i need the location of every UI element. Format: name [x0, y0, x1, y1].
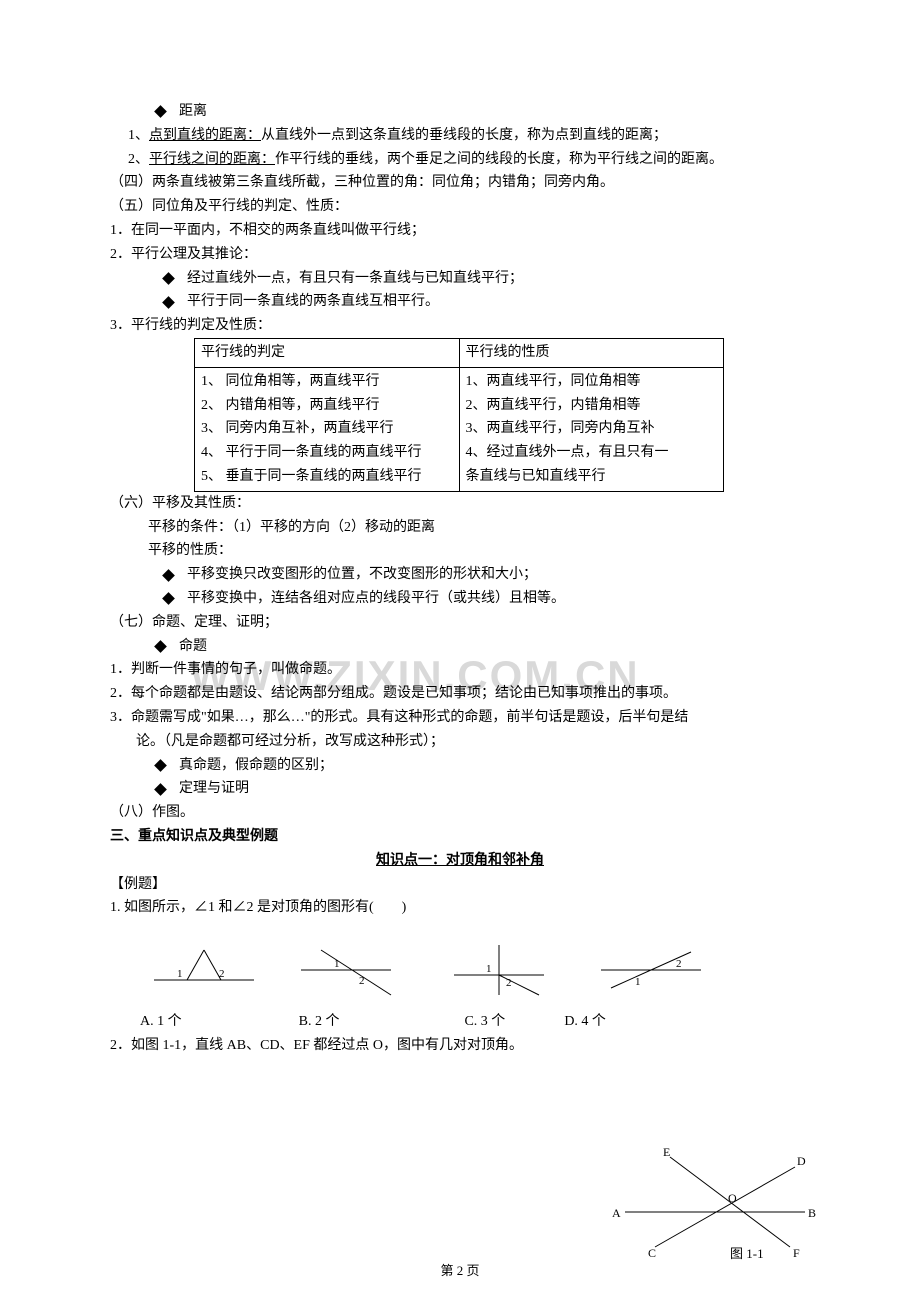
s5-item-2: 2．平行公理及其推论： [110, 243, 810, 267]
point-label: F [793, 1246, 800, 1260]
section-6: （六）平移及其性质： [110, 492, 810, 516]
section-4: （四）两条直线被第三条直线所截，三种位置的角：同位角；内错角；同旁内角。 [110, 171, 810, 195]
angle-label: 2 [219, 968, 225, 980]
table-row: 5、 垂直于同一条直线的两直线平行 [201, 465, 453, 489]
diagram-row: 1 2 1 2 1 2 2 1 [130, 940, 730, 1000]
table-row: 条直线与已知直线平行 [466, 465, 718, 489]
diamond-icon [162, 569, 175, 582]
heading-distance-text: 距离 [179, 100, 207, 124]
s7-3b: 论。（凡是命题都可经过分析，改写成这种形式）； [136, 730, 810, 754]
angle-label: 1 [334, 958, 340, 970]
diagram-fig3: 1 2 [444, 940, 554, 1000]
section-8: （八）作图。 [110, 801, 810, 825]
point-label: D [797, 1154, 806, 1168]
text: 平移变换中，连结各组对应点的线段平行（或共线）且相等。 [187, 587, 565, 611]
example-1: 1. 如图所示，∠1 和∠2 是对顶角的图形有( ) [110, 896, 810, 920]
table-row: 4、经过直线外一点，有且只有一 [466, 441, 718, 465]
section-7: （七）命题、定理、证明； [110, 611, 810, 635]
diamond-icon [162, 272, 175, 285]
angle-label: 2 [359, 975, 365, 987]
diagram-fig4: 2 1 [591, 940, 711, 1000]
s5-item-1: 1．在同一平面内，不相交的两条直线叫做平行线； [110, 219, 810, 243]
angle-label: 2 [506, 977, 512, 989]
s7-3a: 3．命题需写成"如果…，那么…"的形式。具有这种形式的命题，前半句话是题设，后半… [110, 706, 810, 730]
table-row: 3、 同旁内角互补，两直线平行 [201, 417, 453, 441]
table-row: 2、两直线平行，内错角相等 [466, 394, 718, 418]
s7-heading: 命题 [156, 635, 810, 659]
table-row: 4、 平行于同一条直线的两直线平行 [201, 441, 453, 465]
body-text: 从直线外一点到这条直线的垂线段的长度，称为点到直线的距离； [261, 128, 667, 143]
table-cell-left: 1、 同位角相等，两直线平行 2、 内错角相等，两直线平行 3、 同旁内角互补，… [195, 367, 460, 491]
section-3-title: 三、重点知识点及典型例题 [110, 825, 810, 849]
angle-label: 1 [486, 963, 492, 975]
example-2: 2．如图 1-1，直线 AB、CD、EF 都经过点 O，图中有几对对顶角。 [110, 1034, 810, 1058]
option-a: A. 1 个 [140, 1010, 182, 1034]
examples-label: 【例题】 [110, 873, 810, 897]
label: 1、 [128, 128, 149, 143]
heading-distance: 距离 [156, 100, 810, 124]
s6-b: 平移变换中，连结各组对应点的线段平行（或共线）且相等。 [164, 587, 810, 611]
option-d: D. 4 个 [564, 1010, 606, 1034]
distance-item-2: 2、平行线之间的距离：作平行线的垂线，两个垂足之间的线段的长度，称为平行线之间的… [128, 148, 810, 172]
text: 平移变换只改变图形的位置，不改变图形的形状和大小； [187, 563, 537, 587]
text: 定理与证明 [179, 777, 249, 801]
point-label: E [663, 1145, 670, 1159]
s6-a: 平移变换只改变图形的位置，不改变图形的形状和大小； [164, 563, 810, 587]
term-underline: 平行线之间的距离： [149, 152, 275, 167]
s5-2b: 平行于同一条直线的两条直线互相平行。 [164, 290, 810, 314]
table-cell-right: 1、两直线平行，同位角相等 2、两直线平行，内错角相等 3、两直线平行，同旁内角… [459, 367, 724, 491]
angle-label: 2 [676, 958, 682, 970]
angle-label: 1 [177, 968, 183, 980]
table-header-left: 平行线的判定 [201, 345, 285, 360]
option-b: B. 2 个 [299, 1010, 340, 1034]
diagram-fig1: 1 2 [149, 940, 259, 1000]
diagram-fig2: 1 2 [296, 940, 406, 1000]
s7-bullet-2: 定理与证明 [156, 777, 810, 801]
option-c: C. 3 个 [464, 1010, 505, 1034]
parallel-lines-table: 平行线的判定 平行线的性质 1、 同位角相等，两直线平行 2、 内错角相等，两直… [194, 338, 724, 492]
s5-item-3: 3．平行线的判定及性质： [110, 314, 810, 338]
s6-cond: 平移的条件：（1）平移的方向（2）移动的距离 [148, 516, 810, 540]
diamond-icon [162, 296, 175, 309]
table-row: 1、 同位角相等，两直线平行 [201, 370, 453, 394]
point-label: C [648, 1246, 656, 1260]
s6-prop: 平移的性质： [148, 539, 810, 563]
text: 平行于同一条直线的两条直线互相平行。 [187, 290, 439, 314]
s5-2a: 经过直线外一点，有且只有一条直线与已知直线平行； [164, 267, 810, 291]
text: 经过直线外一点，有且只有一条直线与已知直线平行； [187, 267, 523, 291]
text: 命题 [179, 635, 207, 659]
figure-caption: 图 1-1 [730, 1246, 764, 1261]
text: 真命题，假命题的区别； [179, 754, 333, 778]
knowledge-point-1-title: 知识点一：对顶角和邻补角 [110, 849, 810, 873]
diamond-icon [154, 759, 167, 772]
figure-1-1: A B C D E F O 图 1-1 [600, 1142, 830, 1262]
body-text: 作平行线的垂线，两个垂足之间的线段的长度，称为平行线之间的距离。 [275, 152, 723, 167]
s7-bullet-1: 真命题，假命题的区别； [156, 754, 810, 778]
table-row: 3、两直线平行，同旁内角互补 [466, 417, 718, 441]
angle-label: 1 [635, 976, 641, 988]
point-label: O [728, 1191, 737, 1205]
table-row: 1、两直线平行，同位角相等 [466, 370, 718, 394]
diamond-icon [154, 640, 167, 653]
options-row: A. 1 个 B. 2 个 C. 3 个 D. 4 个 [140, 1010, 810, 1034]
section-5: （五）同位角及平行线的判定、性质： [110, 195, 810, 219]
term-underline: 点到直线的距离： [149, 128, 261, 143]
diamond-icon [154, 783, 167, 796]
table-header-right: 平行线的性质 [466, 345, 550, 360]
page-number: 第 2 页 [0, 1260, 920, 1282]
label: 2、 [128, 152, 149, 167]
distance-item-1: 1、点到直线的距离：从直线外一点到这条直线的垂线段的长度，称为点到直线的距离； [128, 124, 810, 148]
table-row: 2、 内错角相等，两直线平行 [201, 394, 453, 418]
s7-1: 1．判断一件事情的句子，叫做命题。 [110, 658, 810, 682]
point-label: A [612, 1206, 621, 1220]
diamond-icon [154, 106, 167, 119]
diamond-icon [162, 592, 175, 605]
s7-2: 2．每个命题都是由题设、结论两部分组成。题设是已知事项；结论由已知事项推出的事项… [110, 682, 810, 706]
point-label: B [808, 1206, 816, 1220]
